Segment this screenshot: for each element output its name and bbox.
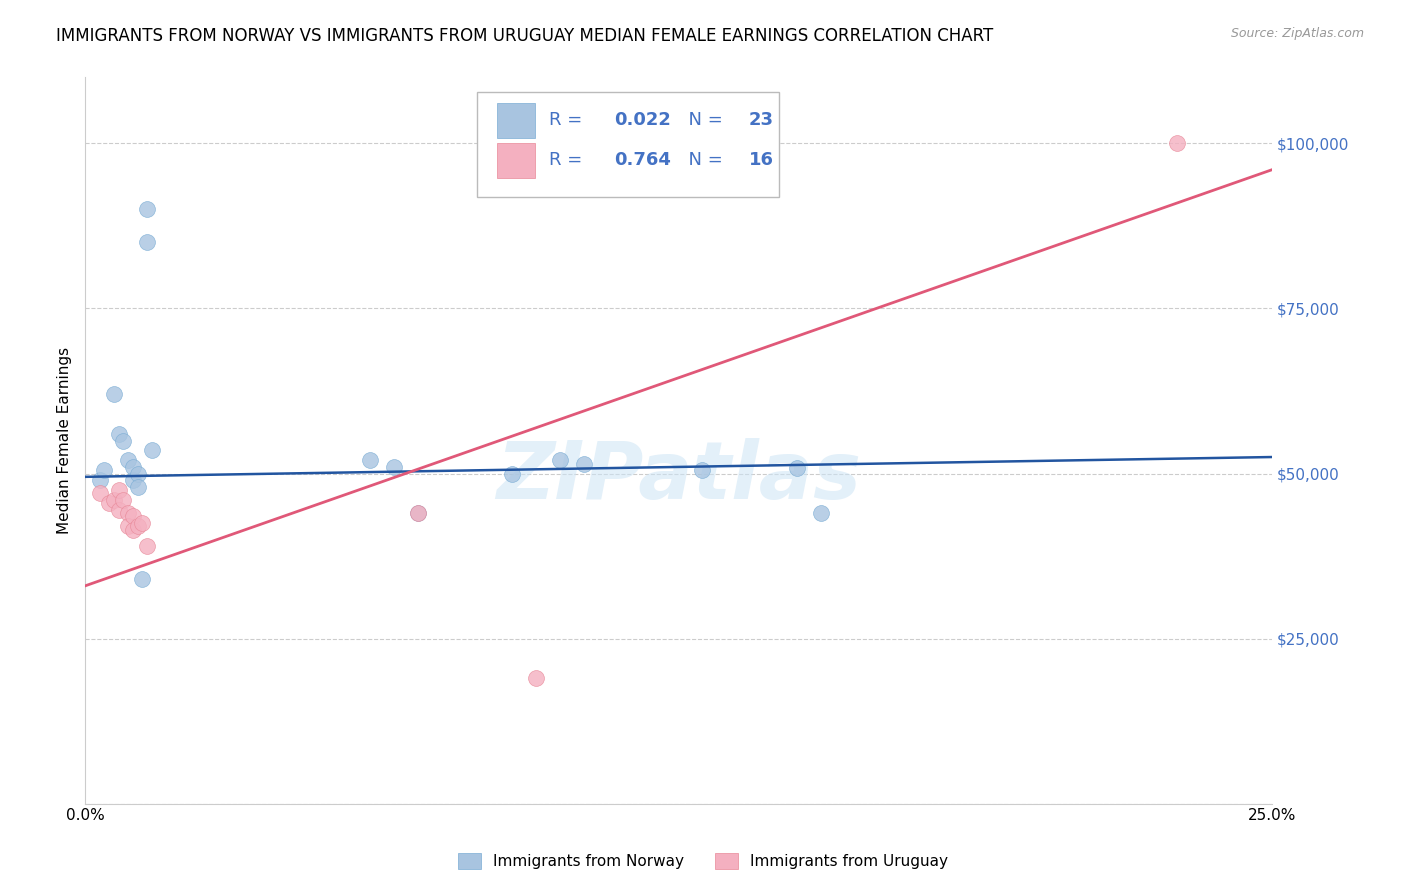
Point	[103, 387, 125, 401]
Text: R =: R =	[550, 152, 588, 169]
Point	[89, 486, 111, 500]
Point	[121, 459, 143, 474]
Point	[117, 519, 139, 533]
Point	[121, 523, 143, 537]
Point	[121, 473, 143, 487]
Point	[548, 453, 571, 467]
FancyBboxPatch shape	[477, 92, 779, 197]
Point	[406, 506, 429, 520]
Text: 0.764: 0.764	[614, 152, 671, 169]
Point	[810, 506, 832, 520]
Text: IMMIGRANTS FROM NORWAY VS IMMIGRANTS FROM URUGUAY MEDIAN FEMALE EARNINGS CORRELA: IMMIGRANTS FROM NORWAY VS IMMIGRANTS FRO…	[56, 27, 994, 45]
Text: N =: N =	[678, 112, 728, 129]
Point	[127, 519, 149, 533]
Text: ZIPatlas: ZIPatlas	[496, 438, 860, 516]
Point	[131, 516, 153, 530]
Text: 0.022: 0.022	[614, 112, 671, 129]
Bar	[496, 103, 534, 137]
Point	[786, 461, 808, 475]
Point	[117, 506, 139, 520]
Y-axis label: Median Female Earnings: Median Female Earnings	[58, 347, 72, 534]
Point	[127, 480, 149, 494]
Point	[112, 434, 135, 448]
Point	[107, 426, 129, 441]
Text: N =: N =	[678, 152, 728, 169]
Point	[501, 467, 523, 481]
Point	[136, 539, 159, 553]
Point	[136, 202, 159, 217]
Point	[382, 459, 405, 474]
Point	[121, 509, 143, 524]
Point	[1166, 136, 1188, 151]
Text: R =: R =	[550, 112, 588, 129]
Point	[103, 492, 125, 507]
Point	[98, 496, 121, 510]
Text: 16: 16	[748, 152, 773, 169]
Point	[141, 443, 163, 458]
Point	[690, 463, 713, 477]
Point	[359, 453, 381, 467]
Point	[107, 503, 129, 517]
Point	[112, 492, 135, 507]
Point	[136, 235, 159, 250]
Point	[93, 463, 115, 477]
Point	[107, 483, 129, 497]
Point	[117, 453, 139, 467]
Legend: Immigrants from Norway, Immigrants from Uruguay: Immigrants from Norway, Immigrants from …	[451, 847, 955, 875]
Bar	[496, 143, 534, 178]
Point	[406, 506, 429, 520]
Text: Source: ZipAtlas.com: Source: ZipAtlas.com	[1230, 27, 1364, 40]
Point	[131, 572, 153, 586]
Text: 23: 23	[748, 112, 773, 129]
Point	[89, 473, 111, 487]
Point	[127, 467, 149, 481]
Point	[524, 671, 547, 685]
Point	[572, 457, 595, 471]
